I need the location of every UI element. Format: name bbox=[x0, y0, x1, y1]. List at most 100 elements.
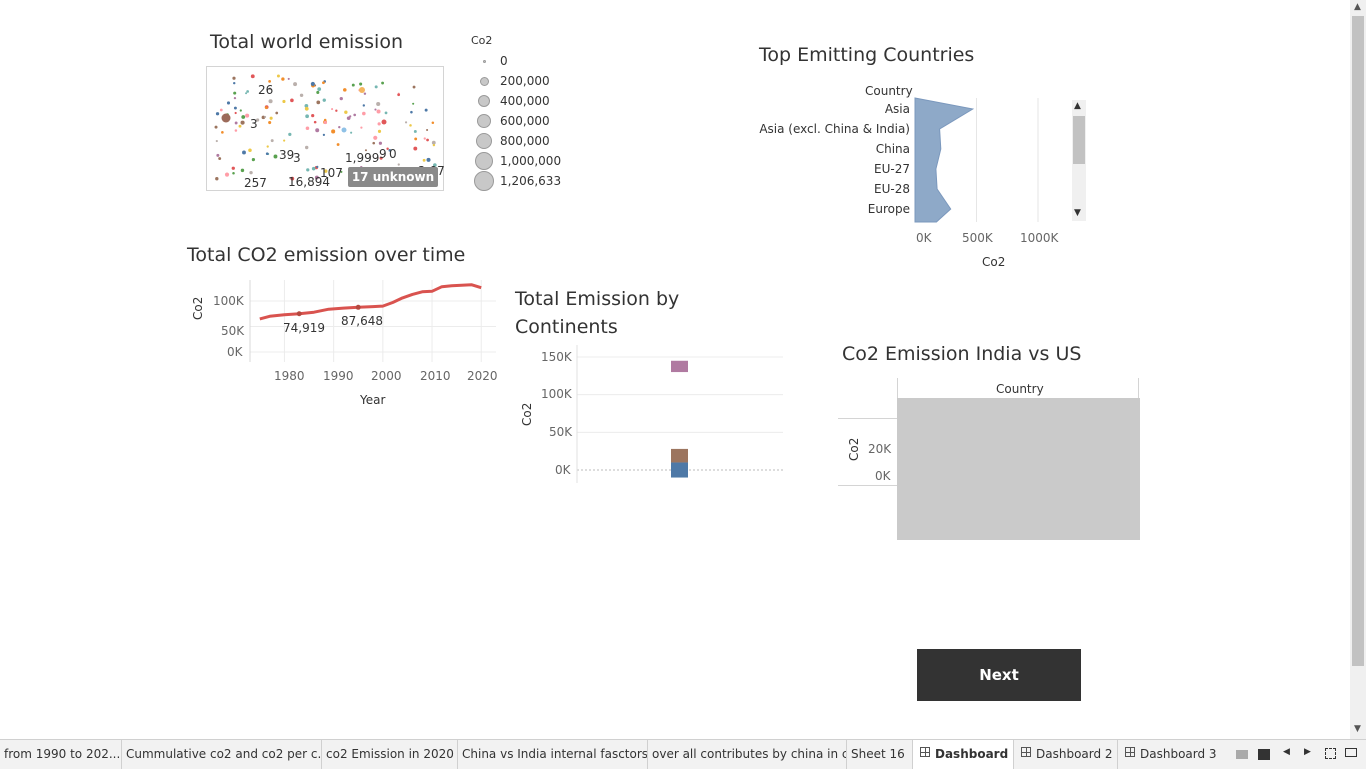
legend-value: 400,000 bbox=[500, 94, 550, 108]
map-label: 26 bbox=[258, 83, 274, 97]
dashboard-icon bbox=[1021, 747, 1031, 757]
y-tick: 100K bbox=[541, 387, 572, 401]
map-point bbox=[304, 145, 309, 150]
map-point bbox=[350, 131, 353, 134]
continents-bar-chart[interactable] bbox=[576, 345, 783, 483]
country-label[interactable]: Asia (excl. China & India) bbox=[759, 122, 910, 136]
map-point bbox=[331, 108, 334, 111]
tab-co2-2020[interactable]: co2 Emission in 2020 bbox=[322, 740, 458, 769]
map-point bbox=[340, 170, 343, 173]
legend-size-dot bbox=[482, 59, 486, 63]
y-axis-label: Co2 bbox=[191, 296, 205, 320]
scroll-down-icon[interactable]: ▼ bbox=[1074, 208, 1081, 218]
map-point bbox=[343, 88, 347, 92]
legend-item: 800,000 bbox=[474, 131, 574, 151]
x-tick: 1000K bbox=[1020, 231, 1059, 245]
tab-dashboard-3[interactable]: Dashboard 3 bbox=[1140, 747, 1217, 761]
map-point bbox=[238, 124, 242, 128]
map-point bbox=[323, 118, 327, 122]
map-point bbox=[246, 90, 250, 93]
line-chart-title: Total CO2 emission over time bbox=[187, 244, 466, 266]
map-point bbox=[242, 150, 246, 155]
map-point bbox=[316, 165, 319, 169]
next-button[interactable]: Next bbox=[917, 649, 1081, 701]
tab-cummulative[interactable]: Cummulative co2 and co2 per c... bbox=[122, 740, 322, 769]
scroll-down-icon[interactable]: ▼ bbox=[1354, 724, 1361, 734]
country-label[interactable]: EU-27 bbox=[874, 162, 910, 176]
map-point bbox=[369, 155, 372, 158]
prev-sheet-icon[interactable]: ◀ bbox=[1283, 747, 1290, 757]
map-point bbox=[239, 109, 242, 112]
india-us-plot-area[interactable] bbox=[897, 398, 1140, 540]
continents-title: Total Emission by Continents bbox=[515, 288, 680, 338]
legend-size-dot bbox=[474, 171, 494, 191]
map-point bbox=[214, 125, 218, 129]
map-point bbox=[293, 82, 298, 87]
axis-line bbox=[838, 485, 897, 486]
map-point bbox=[412, 102, 415, 105]
tab-sheet-16[interactable]: Sheet 16 bbox=[847, 740, 913, 769]
tab-china-contrib[interactable]: over all contributes by china in c... bbox=[648, 740, 847, 769]
map-point bbox=[378, 141, 383, 145]
x-axis-label: Co2 bbox=[982, 255, 1006, 269]
map-point bbox=[426, 128, 429, 132]
map-point bbox=[431, 121, 435, 125]
map-point bbox=[376, 109, 381, 114]
map-point bbox=[270, 139, 274, 143]
map-point bbox=[224, 172, 230, 177]
map-point bbox=[349, 115, 352, 118]
map-point bbox=[276, 74, 280, 78]
map-point bbox=[359, 87, 365, 93]
fullscreen-icon[interactable] bbox=[1325, 748, 1336, 759]
y-tick: 0K bbox=[875, 469, 891, 483]
map-point bbox=[264, 106, 268, 110]
map-point bbox=[338, 125, 341, 129]
map-point bbox=[290, 98, 294, 103]
country-label[interactable]: Europe bbox=[867, 202, 910, 216]
map-point bbox=[322, 133, 326, 137]
map-point bbox=[363, 92, 367, 95]
map-point bbox=[240, 120, 245, 125]
tab-china-india[interactable]: China vs India internal fasctors bbox=[458, 740, 648, 769]
x-tick: 1990 bbox=[323, 369, 354, 383]
map-point bbox=[249, 170, 253, 175]
map-point bbox=[331, 129, 336, 134]
scroll-up-icon[interactable]: ▲ bbox=[1354, 2, 1361, 12]
top-countries-area-chart[interactable] bbox=[914, 97, 1075, 223]
map-point bbox=[315, 128, 320, 133]
map-point bbox=[233, 91, 237, 95]
filmstrip-icon[interactable] bbox=[1236, 750, 1248, 759]
map-point bbox=[322, 81, 325, 85]
tabs-view-icon[interactable] bbox=[1258, 749, 1270, 760]
tab-from-1990[interactable]: from 1990 to 202... bbox=[0, 740, 122, 769]
map-scatter[interactable] bbox=[206, 66, 444, 191]
country-label[interactable]: Asia bbox=[884, 102, 910, 116]
country-label[interactable]: EU-28 bbox=[874, 182, 910, 196]
map-point bbox=[424, 108, 428, 112]
map-point bbox=[314, 175, 319, 180]
tab-dashboard-2[interactable]: Dashboard 2 bbox=[1014, 740, 1118, 769]
legend-size-dot bbox=[475, 152, 493, 170]
map-frame[interactable] bbox=[206, 66, 444, 191]
map-point bbox=[374, 108, 377, 111]
top-countries-title: Top Emitting Countries bbox=[759, 44, 975, 66]
x-axis-label: Year bbox=[360, 393, 386, 407]
map-label: 0 bbox=[389, 147, 397, 161]
page-scroll-thumb[interactable] bbox=[1352, 16, 1364, 666]
unknown-badge[interactable]: 17 unknown bbox=[348, 167, 438, 187]
line-chart[interactable] bbox=[249, 280, 496, 362]
map-point bbox=[362, 104, 365, 107]
map-point bbox=[364, 149, 367, 152]
scroll-up-icon[interactable]: ▲ bbox=[1074, 101, 1081, 111]
country-label[interactable]: China bbox=[875, 142, 910, 156]
map-point bbox=[359, 82, 363, 86]
dashboard-icon bbox=[920, 747, 930, 757]
map-point bbox=[335, 109, 338, 112]
presentation-icon[interactable] bbox=[1345, 748, 1357, 757]
legend-size-dot bbox=[479, 76, 489, 86]
next-sheet-icon[interactable]: ▶ bbox=[1304, 747, 1311, 757]
india-us-header-frame bbox=[897, 378, 1139, 398]
map-point bbox=[413, 129, 417, 133]
axis-line bbox=[838, 418, 897, 419]
country-scroll-thumb[interactable] bbox=[1073, 116, 1085, 164]
